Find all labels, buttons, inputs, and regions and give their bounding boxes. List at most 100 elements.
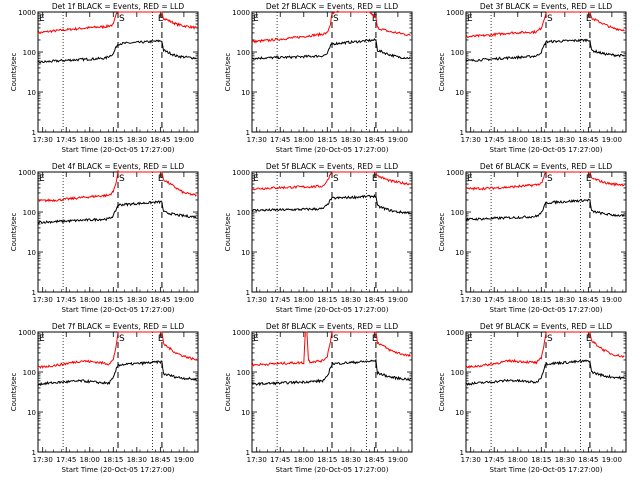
x-tick-label: 18:00 [294,136,314,144]
events-series-line [465,359,625,386]
y-tick-label: 100 [237,209,250,217]
x-tick-label: 17:45 [56,296,76,304]
panel-title: Det 2f BLACK = Events, RED = LLD [266,2,399,11]
y-tick-label: 100 [451,369,464,377]
y-tick-label: 100 [23,369,36,377]
x-tick-label: 18:45 [578,136,598,144]
lld-series-line [251,10,411,44]
y-tick-label: 10 [241,249,250,257]
events-series-line [37,200,197,225]
end-marker: E [158,174,164,184]
x-tick-label: 18:45 [364,296,384,304]
y-axis-label: Counts/sec [438,213,446,252]
x-tick-label: 18:45 [150,136,170,144]
x-tick-label: 18:15 [317,136,337,144]
lld-series-line [251,330,411,367]
x-tick-label: 18:15 [103,296,123,304]
x-tick-label: 17:30 [247,296,267,304]
events-series-line [465,198,625,222]
lld-series-line [37,11,197,35]
y-tick-label: 100 [237,369,250,377]
saa-marker: S [119,174,125,184]
lld-series-line [465,171,625,191]
start-marker: E [253,174,259,184]
x-tick-label: 19:00 [174,296,194,304]
panel-title: Det 4f BLACK = Events, RED = LLD [52,162,185,171]
x-tick-label: 18:45 [364,136,384,144]
x-tick-label: 17:45 [56,136,76,144]
events-series-line [37,39,197,64]
lld-series-line [37,331,197,370]
x-axis-label: Start Time (20-Oct-05 17:27:00) [62,466,175,474]
x-axis-label: Start Time (20-Oct-05 17:27:00) [276,146,389,154]
y-axis-label: Counts/sec [224,53,232,92]
x-tick-label: 17:45 [484,456,504,464]
saa-marker: S [547,14,553,24]
y-axis-label: Counts/sec [224,373,232,412]
y-tick-label: 1000 [446,169,464,177]
events-series-line [251,358,411,387]
x-tick-label: 18:15 [103,456,123,464]
x-tick-label: 18:30 [555,136,575,144]
y-axis-label: Counts/sec [10,213,18,252]
y-tick-label: 1 [460,289,464,297]
events-series-line [251,37,411,60]
y-tick-label: 100 [23,209,36,217]
panel-title: Det 5f BLACK = Events, RED = LLD [266,162,399,171]
y-tick-label: 10 [455,249,464,257]
saa-marker: S [547,174,553,184]
end-marker: E [158,334,164,344]
y-tick-label: 100 [451,209,464,217]
x-tick-label: 18:45 [150,296,170,304]
events-series-line [465,38,625,63]
x-tick-label: 18:45 [364,456,384,464]
y-axis-label: Counts/sec [438,53,446,92]
y-tick-label: 10 [27,249,36,257]
x-tick-label: 17:30 [33,136,53,144]
x-tick-label: 18:15 [531,456,551,464]
y-tick-label: 1000 [446,9,464,17]
x-axis-label: Start Time (20-Oct-05 17:27:00) [490,146,603,154]
x-tick-label: 18:30 [127,136,147,144]
lld-series-line [37,169,197,203]
y-axis-label: Counts/sec [10,373,18,412]
x-tick-label: 18:15 [317,456,337,464]
y-tick-label: 1000 [18,329,36,337]
y-axis-label: Counts/sec [10,53,18,92]
end-marker: E [372,334,378,344]
panel-title: Det 9f BLACK = Events, RED = LLD [480,322,613,331]
x-tick-label: 18:00 [508,296,528,304]
x-tick-label: 18:30 [341,296,361,304]
x-tick-label: 17:45 [270,136,290,144]
lld-series-line [465,11,625,39]
panel-title: Det 6f BLACK = Events, RED = LLD [480,162,613,171]
x-tick-label: 18:30 [555,456,575,464]
end-marker: E [586,14,592,24]
x-tick-label: 17:30 [461,296,481,304]
y-tick-label: 1000 [232,329,250,337]
x-tick-label: 18:15 [531,136,551,144]
y-tick-label: 1000 [446,329,464,337]
lld-series-line [251,171,411,191]
x-tick-label: 19:00 [602,296,622,304]
x-axis-label: Start Time (20-Oct-05 17:27:00) [490,306,603,314]
panel-det-5: Det 5f BLACK = Events, RED = LLD 1 10 100 10… [224,162,413,314]
start-marker: E [467,174,473,184]
x-tick-label: 17:45 [270,456,290,464]
end-marker: E [372,14,378,24]
y-axis-label: Counts/sec [224,213,232,252]
x-tick-label: 17:45 [270,296,290,304]
x-tick-label: 19:00 [174,136,194,144]
y-tick-label: 1 [460,129,464,137]
end-marker: E [586,174,592,184]
x-axis-label: Start Time (20-Oct-05 17:27:00) [62,146,175,154]
saa-marker: S [333,14,339,24]
start-marker: E [39,334,45,344]
x-tick-label: 18:30 [341,136,361,144]
panel-det-2: Det 2f BLACK = Events, RED = LLD 1 10 100 10… [224,2,413,154]
x-tick-label: 18:30 [341,456,361,464]
x-tick-label: 18:30 [127,296,147,304]
x-tick-label: 18:30 [555,296,575,304]
panel-title: Det 1f BLACK = Events, RED = LLD [52,2,185,11]
